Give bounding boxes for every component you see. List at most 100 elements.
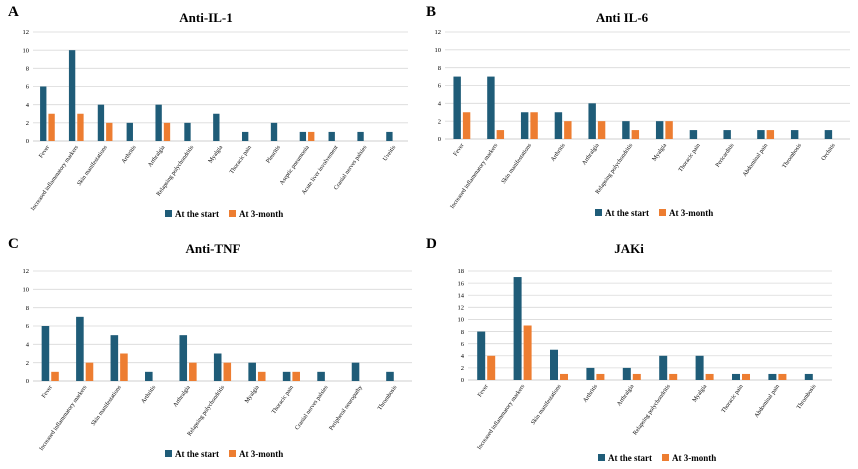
bar-month3 bbox=[257, 371, 266, 381]
bar-start bbox=[732, 373, 740, 380]
bar-month3 bbox=[631, 130, 640, 139]
category-label: Arthritis bbox=[550, 142, 567, 163]
bar-start bbox=[155, 104, 162, 141]
bar-start bbox=[97, 104, 105, 141]
panel-letter: D bbox=[426, 236, 437, 252]
category-label: Arthralgia bbox=[173, 384, 192, 408]
category-label: Thoracic pain bbox=[229, 145, 253, 176]
bar-start bbox=[41, 326, 50, 381]
panel-letter: A bbox=[8, 4, 19, 20]
legend-label-start: At the start bbox=[605, 208, 649, 218]
bar-month3 bbox=[705, 373, 714, 380]
legend-label-month3: At 3-month bbox=[239, 209, 283, 219]
bar-start bbox=[386, 371, 394, 381]
bar-start bbox=[145, 371, 153, 381]
y-tick-label: 6 bbox=[461, 341, 465, 348]
category-label: Myalgia bbox=[652, 142, 669, 162]
y-tick-label: 10 bbox=[23, 47, 30, 54]
category-label: Fever bbox=[477, 384, 490, 399]
category-label: Thrombosis bbox=[796, 383, 818, 410]
category-label: Increased inflammatory markers bbox=[29, 144, 80, 212]
legend-label-month3: At 3-month bbox=[672, 453, 716, 463]
bar-start bbox=[248, 362, 256, 381]
bar-start bbox=[213, 353, 222, 381]
panel-letter: C bbox=[8, 236, 19, 252]
category-label: Arthritis bbox=[141, 384, 158, 405]
category-label: Fever bbox=[453, 143, 466, 158]
bar-start bbox=[184, 122, 191, 141]
bar-start bbox=[757, 130, 765, 139]
bar-start bbox=[270, 122, 278, 141]
category-label: Myalgia bbox=[244, 384, 261, 404]
y-tick-label: 4 bbox=[438, 101, 442, 108]
bar-start bbox=[328, 131, 335, 141]
category-label: Relapsing polychondritis bbox=[632, 383, 672, 436]
category-label: Abdominal pain bbox=[754, 384, 781, 419]
category-label: Thoracic pain bbox=[271, 385, 295, 416]
y-tick-label: 6 bbox=[438, 83, 442, 90]
bar-month3 bbox=[778, 373, 787, 380]
bar-month3 bbox=[106, 122, 113, 141]
category-label: Arthralgia bbox=[147, 144, 166, 168]
y-tick-label: 0 bbox=[26, 138, 29, 145]
y-tick-label: 8 bbox=[461, 329, 464, 336]
bar-month3 bbox=[120, 353, 128, 381]
category-label: Arthralgia bbox=[616, 383, 635, 407]
bar-start bbox=[213, 113, 220, 141]
bar-month3 bbox=[189, 362, 197, 381]
bar-start bbox=[622, 121, 630, 139]
y-tick-label: 4 bbox=[26, 102, 30, 109]
bar-month3 bbox=[85, 362, 94, 381]
bar-month3 bbox=[308, 131, 315, 141]
bar-month3 bbox=[530, 112, 538, 139]
category-label: Fever bbox=[41, 385, 54, 400]
bar-start bbox=[659, 355, 668, 380]
panel-letter: B bbox=[426, 4, 436, 20]
category-label: Abdominal pain bbox=[742, 143, 769, 178]
bar-start bbox=[723, 130, 731, 139]
bar-start bbox=[804, 373, 813, 380]
bar-month3 bbox=[560, 373, 568, 380]
bar-start bbox=[520, 112, 529, 139]
y-tick-label: 10 bbox=[23, 287, 30, 294]
y-tick-label: 8 bbox=[26, 305, 29, 312]
legend-swatch-start bbox=[165, 450, 172, 457]
bar-start bbox=[126, 122, 133, 141]
bar-start bbox=[586, 367, 595, 380]
legend-swatch-month3 bbox=[229, 450, 236, 457]
category-label: Relapsing polychondritis bbox=[187, 384, 227, 437]
category-label: Fever bbox=[38, 145, 51, 160]
bar-month3 bbox=[742, 373, 750, 380]
category-label: Cranial nerves palsies bbox=[333, 144, 368, 191]
category-label: Myalgia bbox=[692, 383, 709, 403]
bar-month3 bbox=[462, 112, 471, 139]
y-tick-label: 10 bbox=[458, 317, 465, 324]
category-label: Thrombosis bbox=[782, 142, 804, 169]
y-tick-label: 8 bbox=[26, 66, 29, 73]
bar-start bbox=[386, 131, 393, 141]
bar-start bbox=[317, 371, 325, 381]
legend-label-month3: At 3-month bbox=[669, 208, 713, 218]
y-tick-label: 12 bbox=[23, 268, 30, 275]
bar-month3 bbox=[564, 121, 572, 139]
legend-label-start: At the start bbox=[608, 453, 652, 463]
y-tick-label: 2 bbox=[26, 120, 29, 127]
y-tick-label: 8 bbox=[438, 65, 441, 72]
legend-swatch-month3 bbox=[659, 209, 666, 216]
category-label: Thrombosis bbox=[377, 384, 399, 411]
y-tick-label: 2 bbox=[438, 118, 441, 125]
chart-title: Anti-IL-1 bbox=[179, 10, 232, 25]
category-label: Thoracic pain bbox=[678, 143, 702, 174]
y-tick-label: 2 bbox=[461, 365, 464, 372]
bar-month3 bbox=[77, 113, 84, 141]
bar-start bbox=[768, 373, 777, 380]
category-label: Myalgia bbox=[208, 144, 225, 164]
chart-title: Anti IL-6 bbox=[596, 10, 649, 25]
y-tick-label: 4 bbox=[461, 353, 465, 360]
legend-label-month3: At 3-month bbox=[239, 449, 283, 459]
y-tick-label: 12 bbox=[23, 29, 30, 36]
y-tick-label: 14 bbox=[458, 292, 465, 299]
bar-start bbox=[357, 131, 364, 141]
y-tick-label: 0 bbox=[438, 136, 441, 143]
